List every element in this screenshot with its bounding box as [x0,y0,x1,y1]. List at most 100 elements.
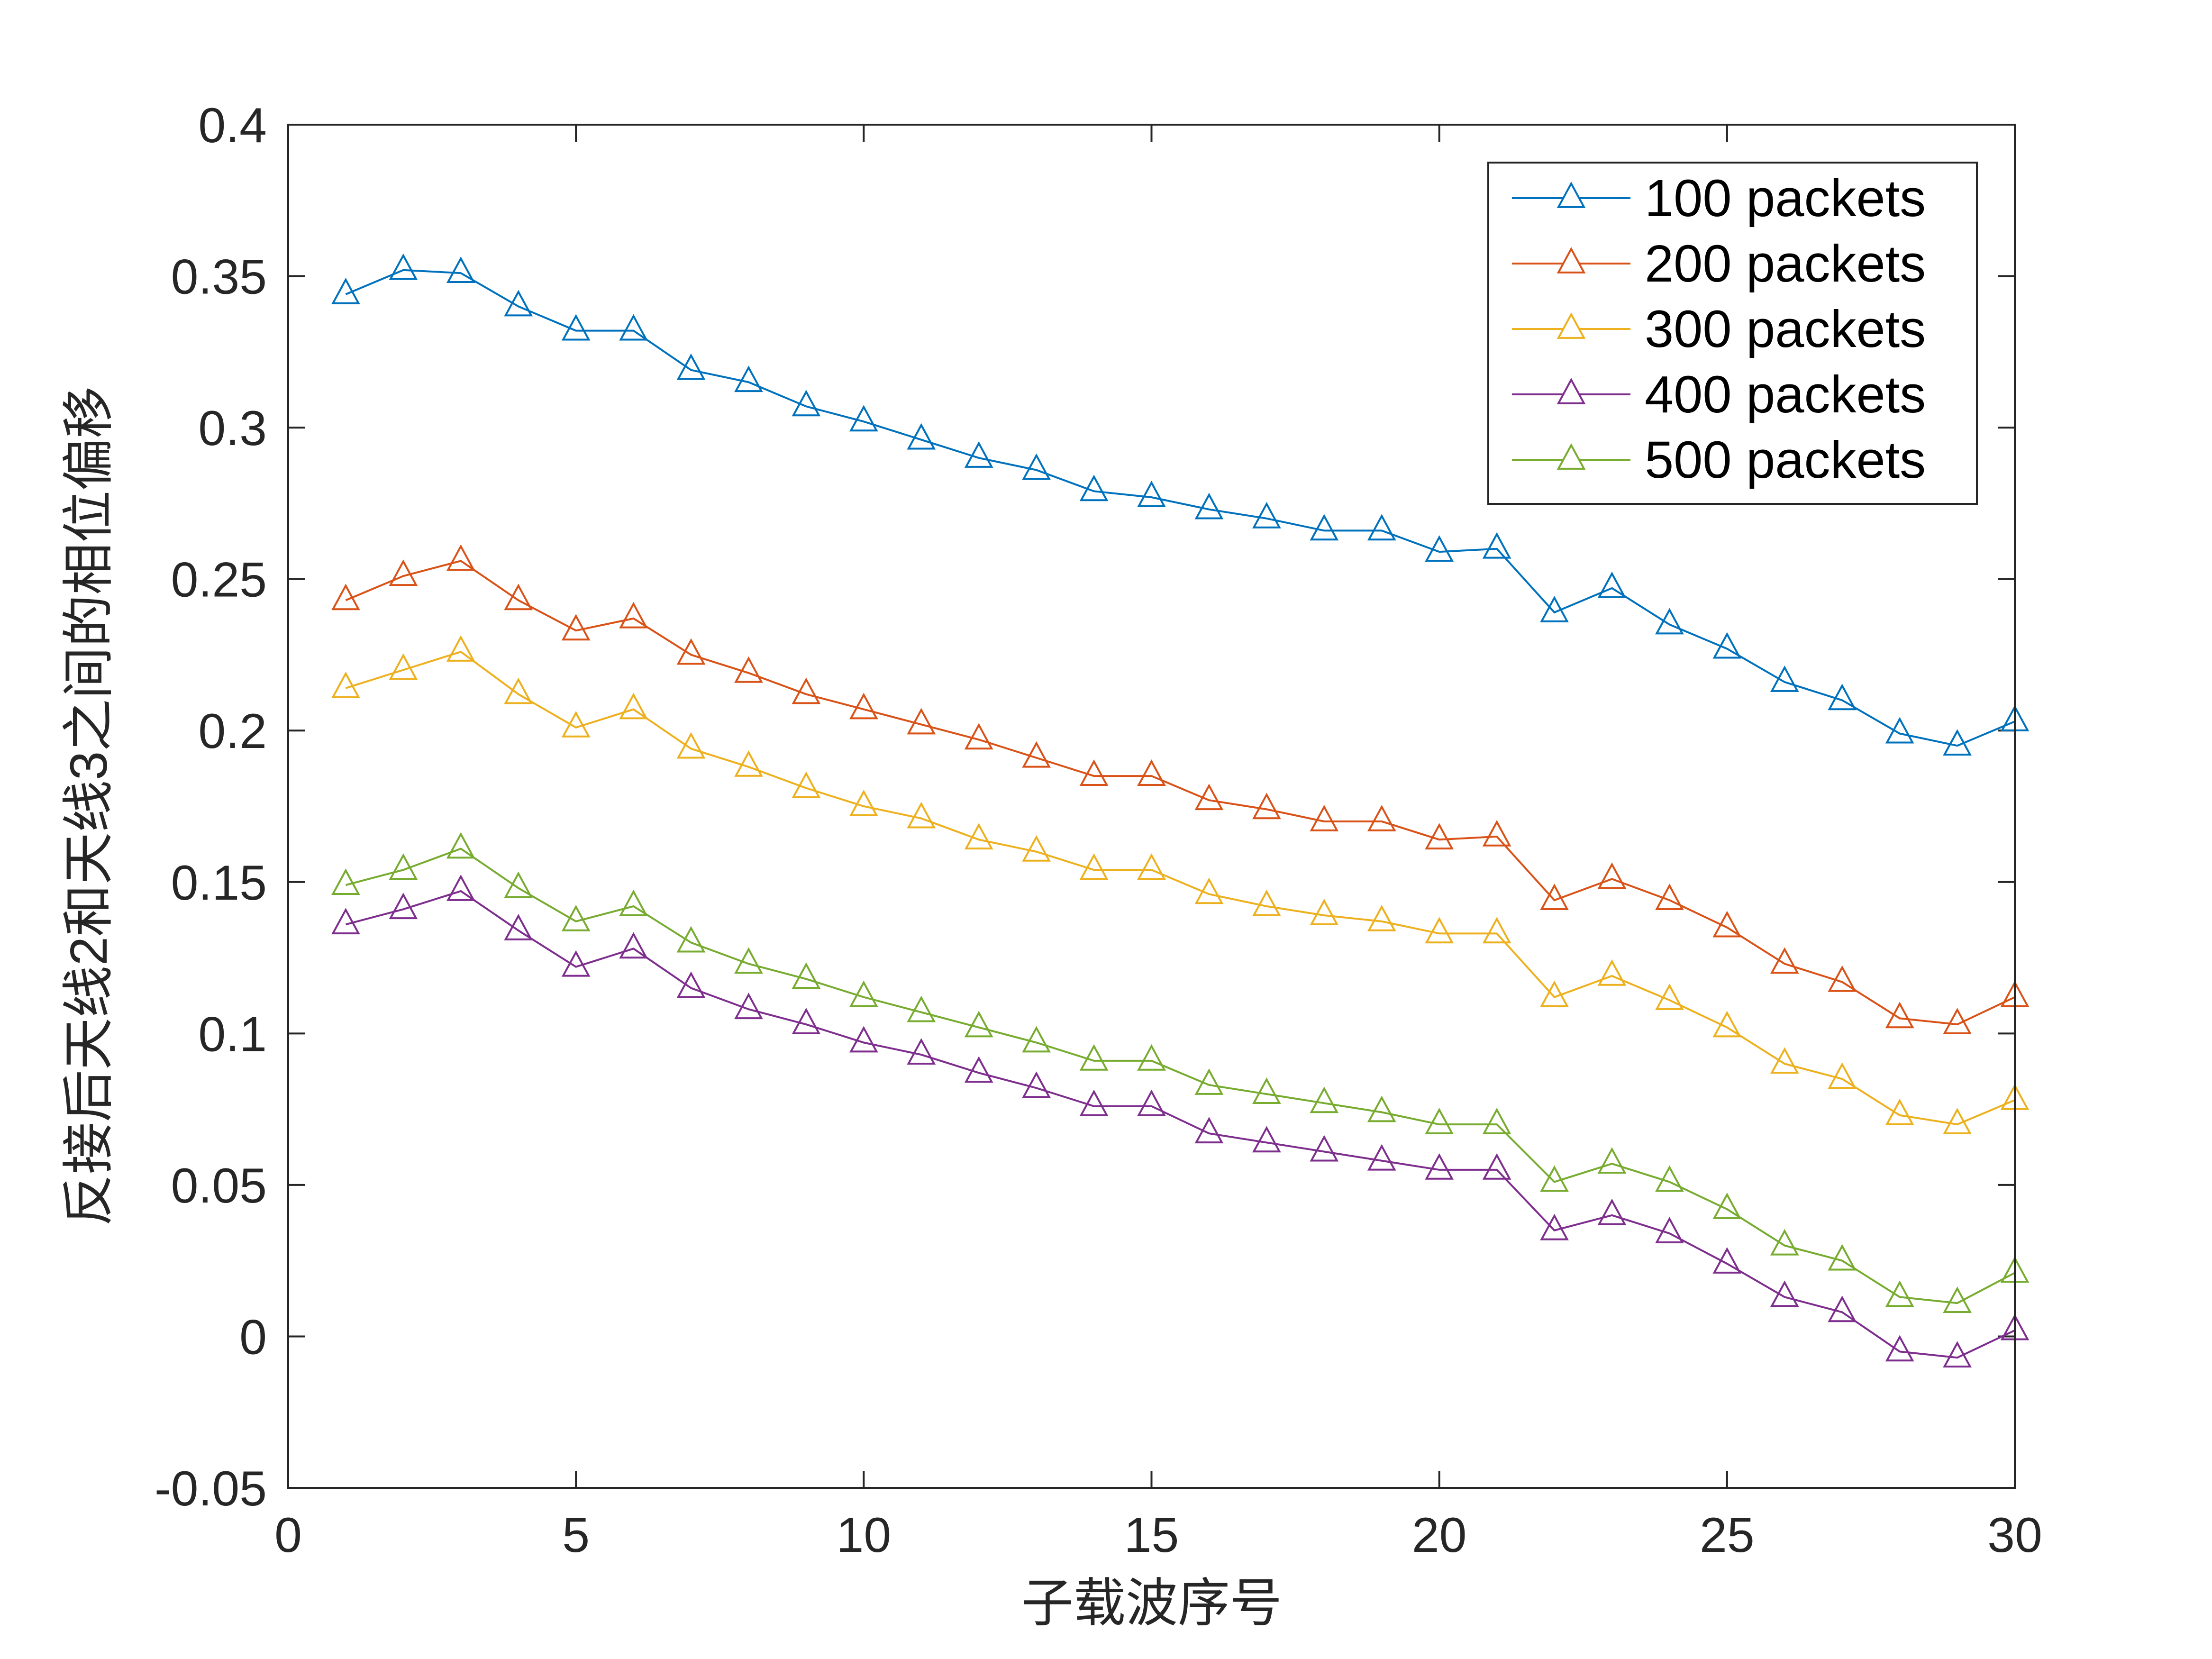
y-tick-label: 0.4 [198,98,267,153]
data-point [619,889,648,916]
data-point [1022,1071,1051,1098]
data-point [561,614,591,641]
legend-label: 100 packets [1645,169,1926,228]
data-point [907,802,936,829]
data-point [504,677,533,704]
data-point [964,1056,993,1083]
data-point [1828,965,1857,992]
data-point [1425,1108,1454,1134]
data-point [1540,595,1569,622]
data-point [1597,1147,1627,1174]
data-point [1482,1108,1511,1134]
data-point [849,1026,878,1053]
data-point [1252,501,1281,529]
x-tick-label: 15 [1124,1508,1179,1563]
legend-label: 500 packets [1645,431,1926,489]
data-point [1943,1286,1972,1313]
legend-marker [1557,312,1586,339]
data-point [1079,853,1109,880]
y-tick-label: 0.15 [171,856,267,911]
data-point [964,723,993,750]
data-point [1712,1011,1742,1038]
data-point [446,544,475,571]
data-point [1828,1244,1857,1271]
legend-marker [1557,378,1586,404]
data-point [1828,1062,1857,1089]
data-point [907,708,936,735]
data-point [1425,1153,1454,1180]
data-point [619,602,648,629]
data-point [1943,1341,1972,1368]
data-point [331,908,360,935]
data-point [1712,1193,1742,1219]
y-tick-label: 0.35 [171,250,267,305]
data-point [1597,1198,1627,1225]
data-point [1310,804,1339,831]
data-point [331,277,360,304]
data-point [389,559,418,586]
data-point [964,441,993,468]
legend: 100 packets 200 packets 300 packets 400 pac… [1487,162,1978,505]
data-point [1482,532,1511,559]
data-point [1540,1213,1569,1240]
data-point [1885,1098,1914,1125]
legend-marker [1557,443,1586,470]
data-point [561,711,591,738]
data-point [849,980,878,1007]
data-point [964,823,993,850]
data-point [676,638,706,665]
data-point [1022,835,1051,862]
data-point [1655,984,1684,1010]
data-point [1712,1247,1742,1274]
data-point [504,871,533,898]
y-tick-label: -0.05 [155,1461,267,1516]
series-markers [331,253,2030,1368]
data-point [1194,492,1224,520]
data-point [907,1038,936,1065]
data-point [1367,1144,1396,1171]
data-point [1022,453,1051,480]
data-point [734,993,763,1020]
data-point [1943,1008,1972,1035]
data-point [1079,1089,1109,1116]
data-point [1885,1335,1914,1362]
data-point [1885,1002,1914,1029]
data-point [1943,1108,1972,1134]
data-point [1828,684,1857,711]
series-line-1 [345,269,2015,747]
data-point [1252,1077,1281,1104]
data-point [619,314,648,341]
data-point [1252,793,1281,820]
data-point [1482,1153,1511,1180]
legend-marker [1557,247,1586,273]
data-point [907,995,936,1022]
data-point [1482,917,1511,944]
data-point [1137,481,1166,507]
data-point [792,390,821,417]
data-point [1367,514,1396,541]
data-point [331,868,360,895]
data-point [1252,889,1281,916]
data-point [1310,899,1339,925]
data-point [1310,514,1339,541]
data-point [734,656,763,683]
legend-label: 300 packets [1645,300,1926,358]
data-point [1194,784,1224,811]
data-point [676,353,706,380]
y-tick-label: 0.1 [198,1007,267,1062]
y-tick-label: 0.3 [198,401,267,456]
data-point [1770,1229,1799,1256]
data-point [389,853,418,880]
data-point [1425,917,1454,944]
data-point [1885,1280,1914,1307]
data-point [446,256,475,283]
x-tick-label: 25 [1700,1508,1755,1563]
data-point [1597,571,1627,598]
y-tick-label: 0.25 [171,553,267,608]
y-tick-label: 0.2 [198,704,267,759]
data-point [907,423,936,450]
data-point [446,635,475,662]
data-point [619,693,648,720]
data-point [1770,1280,1799,1307]
